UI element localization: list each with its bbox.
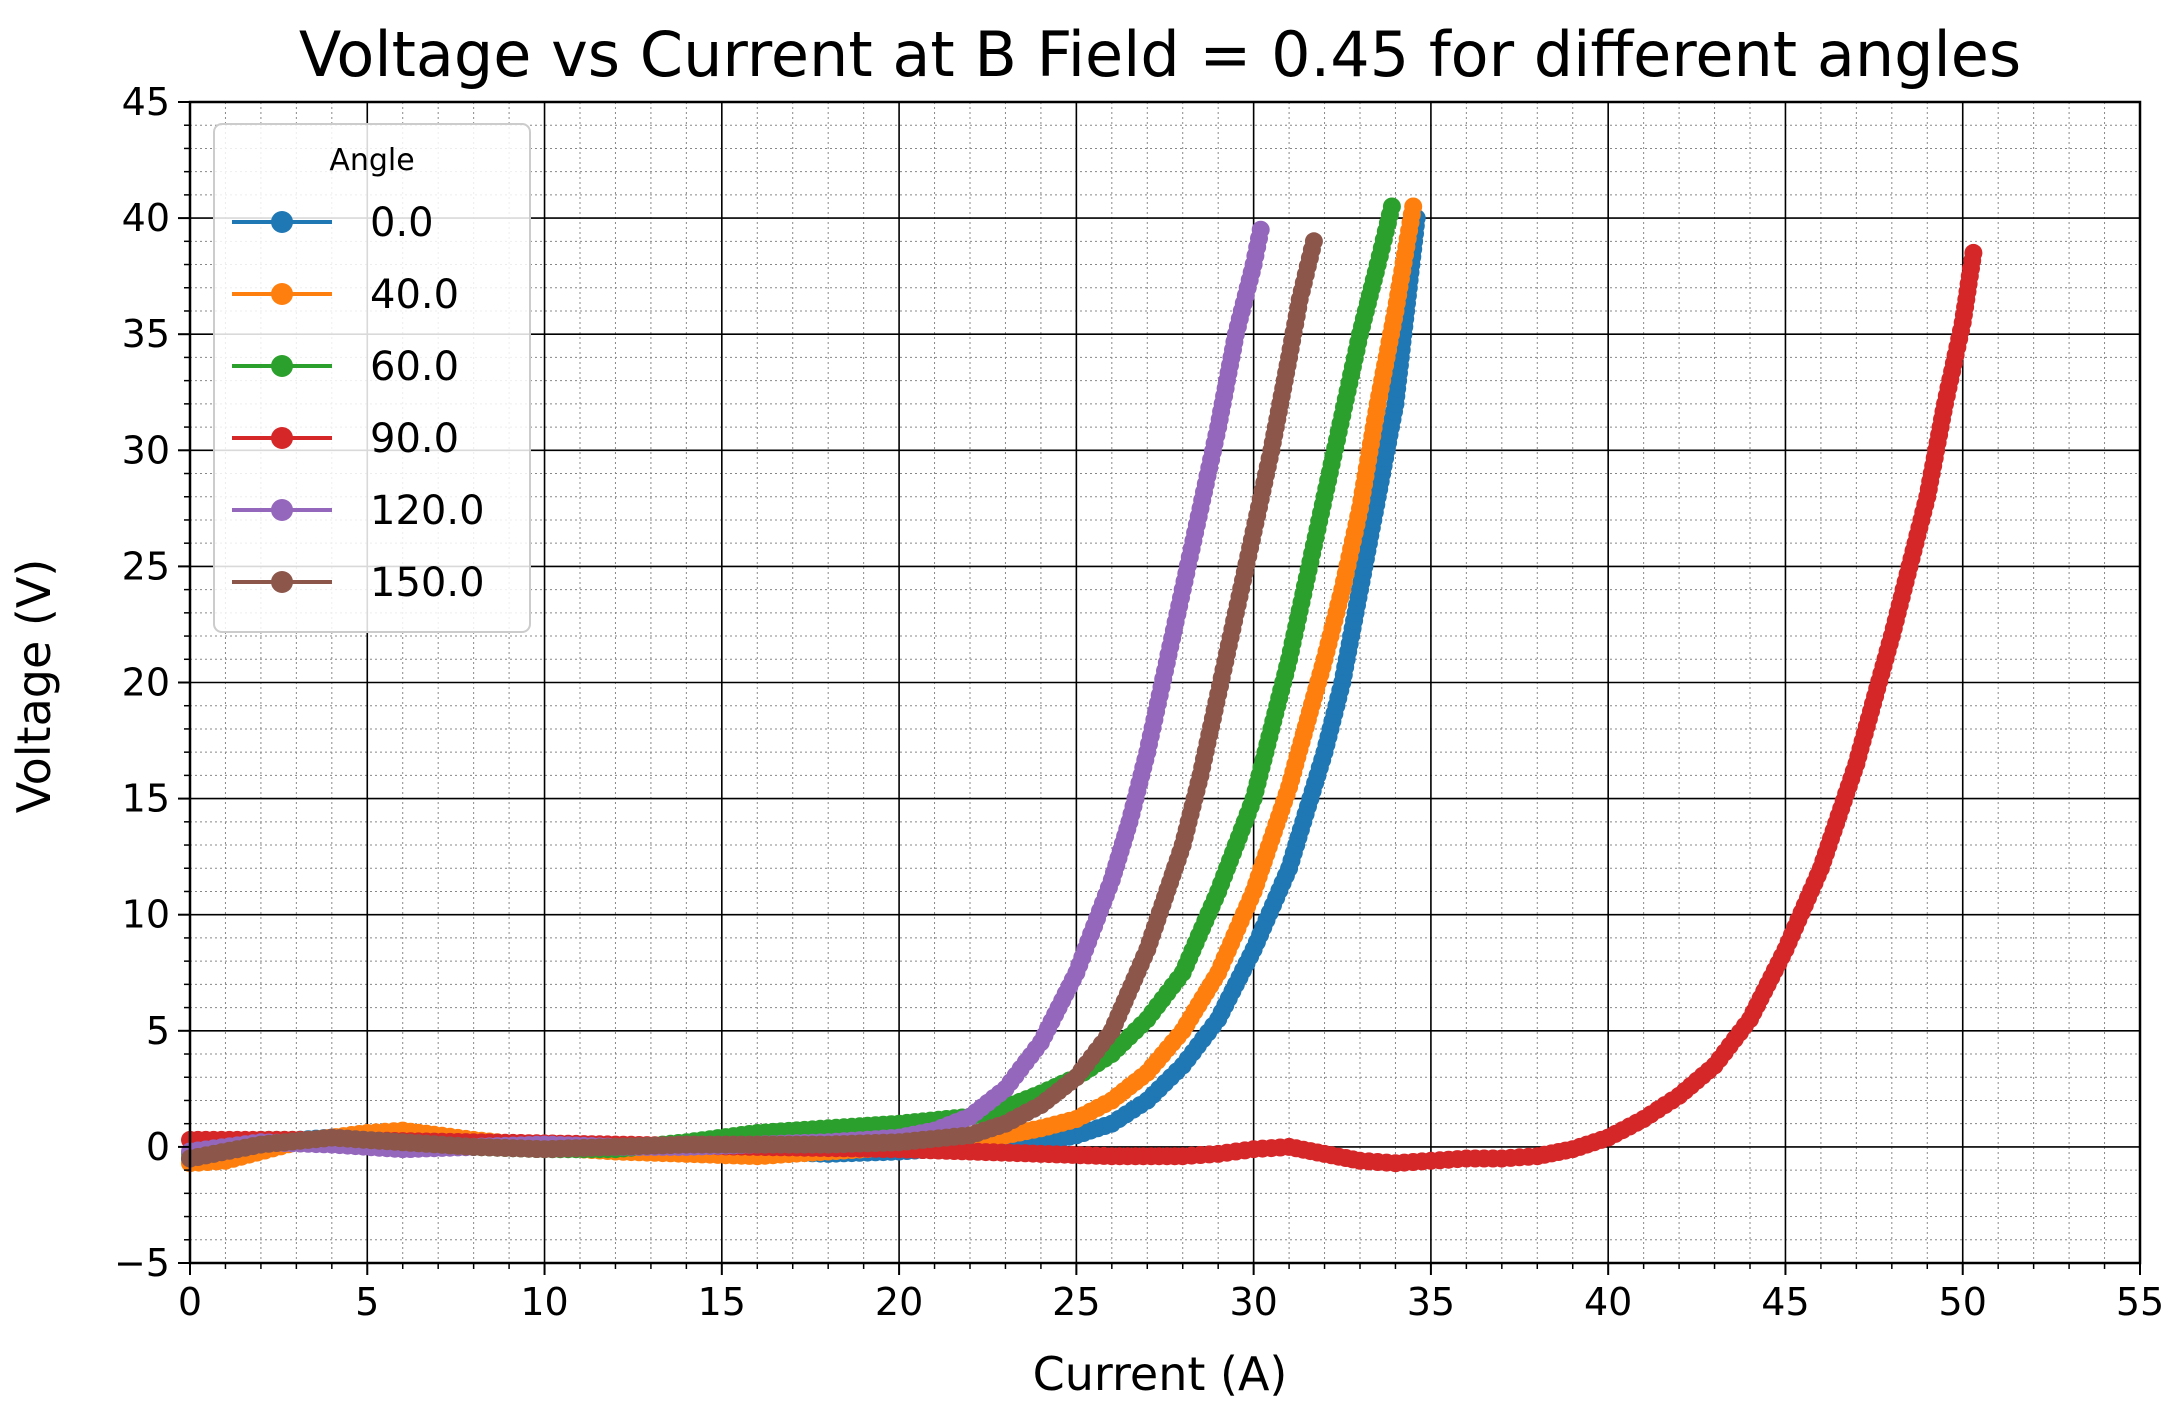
legend-label: 40.0	[370, 272, 459, 318]
chart-title: Voltage vs Current at B Field = 0.45 for…	[299, 18, 2021, 91]
legend-label: 90.0	[370, 416, 459, 462]
data-point	[1382, 197, 1401, 216]
y-tick-label: 45	[122, 80, 170, 124]
y-tick-label: 0	[146, 1125, 170, 1169]
legend-marker	[271, 283, 293, 305]
x-tick-label: 15	[698, 1280, 746, 1324]
legend-marker	[271, 355, 293, 377]
legend-entry: 120.0	[232, 488, 485, 534]
y-tick-label: 25	[122, 544, 170, 588]
data-point	[1251, 220, 1270, 239]
y-tick-label: 30	[122, 428, 170, 472]
x-tick-labels: 0 5 10 15 20 25 30 35 40 45 50 55	[178, 1280, 2164, 1324]
data-point	[1304, 232, 1323, 251]
ticks	[178, 101, 2141, 1275]
legend-marker	[271, 211, 293, 233]
x-tick-label: 30	[1229, 1280, 1277, 1324]
legend-label: 120.0	[370, 488, 485, 534]
x-tick-label: 25	[1052, 1280, 1100, 1324]
legend: Angle 0.0 40.0 60.0 90.0 120.0 150.0	[213, 123, 531, 633]
series-layer	[181, 197, 1983, 1173]
data-point	[1404, 197, 1423, 216]
y-axis-label: Voltage (V)	[7, 559, 61, 814]
legend-entries: 0.0 40.0 60.0 90.0 120.0 150.0	[232, 200, 485, 606]
legend-label: 0.0	[370, 200, 434, 246]
y-tick-labels: −5 0 5 10 15 20 25 30 35 40 45	[114, 80, 170, 1285]
y-tick-label: 15	[122, 777, 170, 821]
y-tick-label: 10	[122, 893, 170, 937]
x-tick-label: 10	[520, 1280, 568, 1324]
legend-marker	[271, 427, 293, 449]
data-point	[1964, 243, 1983, 262]
x-tick-label: 20	[875, 1280, 923, 1324]
y-tick-label: 40	[122, 196, 170, 240]
x-tick-label: 5	[355, 1280, 379, 1324]
x-tick-label: 0	[178, 1280, 202, 1324]
x-tick-label: 55	[2116, 1280, 2164, 1324]
legend-marker	[271, 571, 293, 593]
legend-entry: 40.0	[232, 272, 459, 318]
x-axis-label: Current (A)	[1033, 1347, 1288, 1401]
y-tick-label: 20	[122, 661, 170, 705]
legend-entry: 0.0	[232, 200, 434, 246]
x-tick-label: 35	[1407, 1280, 1455, 1324]
x-tick-label: 40	[1584, 1280, 1632, 1324]
legend-label: 150.0	[370, 560, 485, 606]
x-tick-label: 50	[1939, 1280, 1987, 1324]
y-tick-label: 35	[122, 312, 170, 356]
legend-label: 60.0	[370, 344, 459, 390]
legend-entry: 150.0	[232, 560, 485, 606]
legend-entry: 90.0	[232, 416, 459, 462]
x-tick-label: 45	[1761, 1280, 1809, 1324]
legend-box	[213, 123, 531, 633]
legend-title: Angle	[329, 143, 414, 178]
legend-entry: 60.0	[232, 344, 459, 390]
y-tick-label: −5	[114, 1241, 170, 1285]
y-tick-label: 5	[146, 1009, 170, 1053]
series-150.0	[181, 232, 1323, 1168]
legend-marker	[271, 499, 293, 521]
